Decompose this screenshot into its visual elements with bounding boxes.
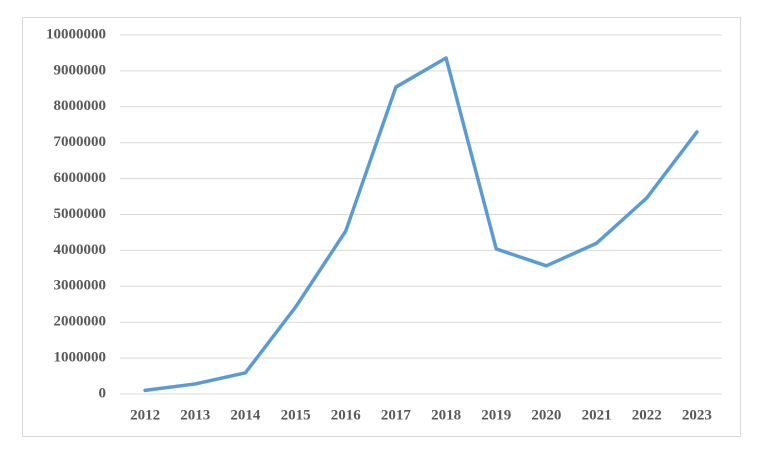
y-tick-label: 3000000	[54, 278, 107, 294]
x-tick-label: 2020	[531, 407, 561, 423]
y-tick-label: 9000000	[54, 62, 107, 78]
x-tick-label: 2017	[381, 407, 412, 423]
y-tick-label: 0	[99, 385, 107, 401]
y-tick-label: 2000000	[54, 314, 107, 330]
x-tick-label: 2012	[130, 407, 160, 423]
x-tick-label: 2015	[281, 407, 311, 423]
chart-border	[22, 17, 741, 437]
x-tick-label: 2016	[331, 407, 362, 423]
y-tick-label: 10000000	[46, 26, 106, 42]
y-tick-label: 7000000	[54, 134, 107, 150]
x-tick-label: 2013	[180, 407, 210, 423]
x-tick-label: 2014	[230, 407, 261, 423]
y-tick-label: 6000000	[54, 170, 107, 186]
y-tick-label: 8000000	[54, 98, 107, 114]
data-line	[143, 56, 699, 393]
y-tick-label: 4000000	[54, 242, 107, 258]
x-tick-label: 2018	[431, 407, 461, 423]
y-tick-label: 5000000	[54, 206, 107, 222]
x-tick-label: 2019	[481, 407, 511, 423]
x-tick-label: 2023	[682, 407, 712, 423]
x-tick-label: 2022	[632, 407, 662, 423]
x-tick-label: 2021	[582, 407, 612, 423]
y-tick-label: 1000000	[54, 350, 107, 366]
